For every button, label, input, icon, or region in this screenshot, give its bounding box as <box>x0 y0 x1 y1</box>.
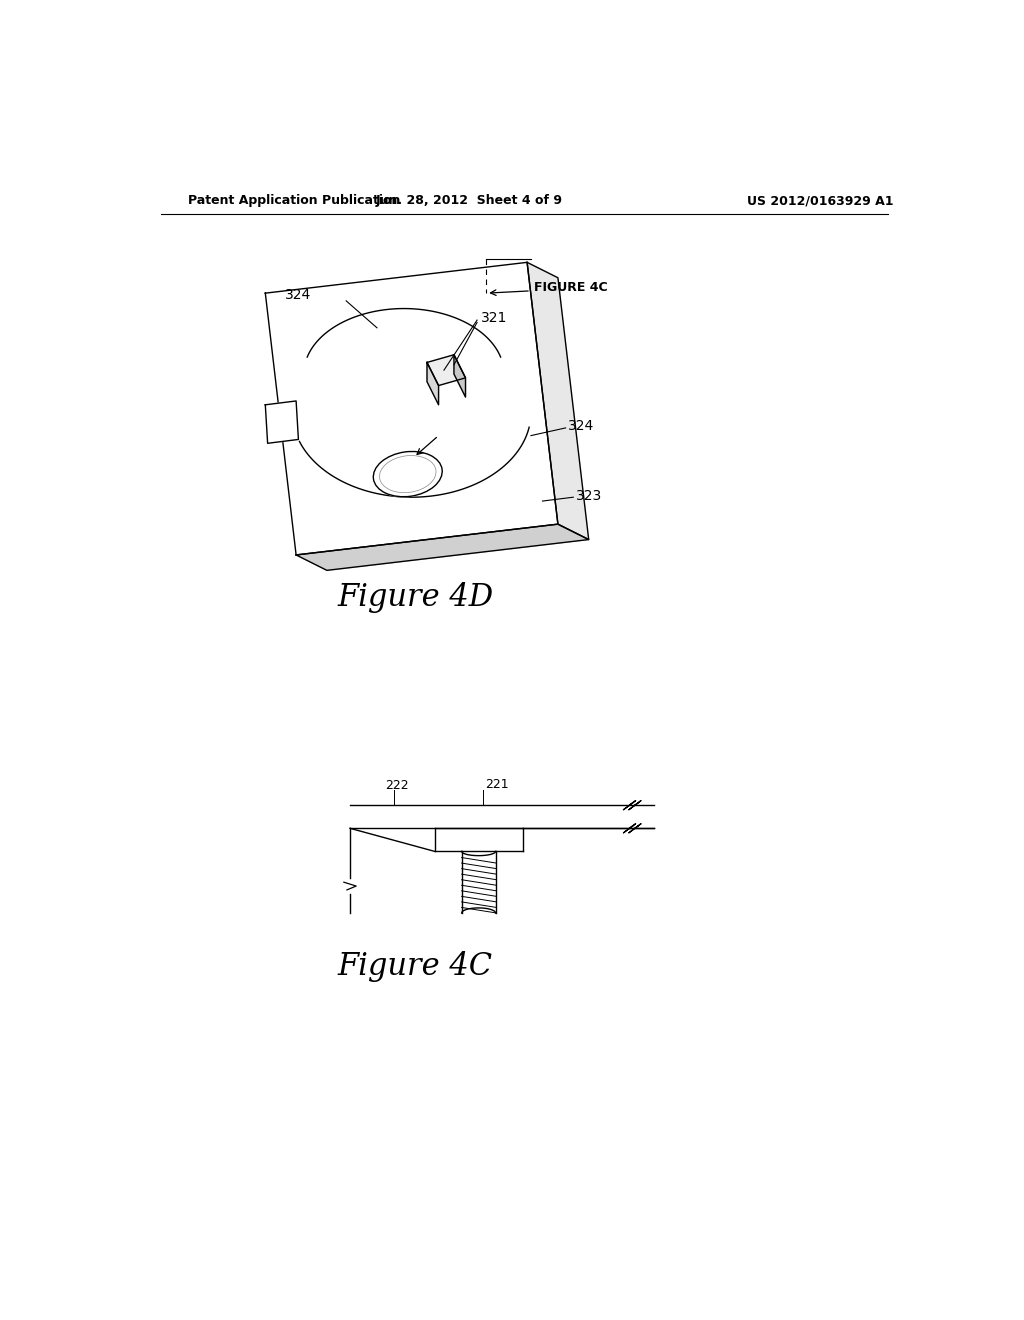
Text: 324: 324 <box>568 420 594 433</box>
Polygon shape <box>265 263 558 554</box>
Polygon shape <box>427 363 438 405</box>
Ellipse shape <box>374 451 442 496</box>
Polygon shape <box>454 355 466 397</box>
Text: 221: 221 <box>484 777 508 791</box>
Text: Figure 4D: Figure 4D <box>337 582 494 612</box>
Polygon shape <box>296 524 589 570</box>
Text: Figure 4C: Figure 4C <box>338 952 493 982</box>
Text: US 2012/0163929 A1: US 2012/0163929 A1 <box>746 194 893 207</box>
Text: FIGURE 4C: FIGURE 4C <box>535 281 607 294</box>
Text: 324: 324 <box>285 289 311 302</box>
Text: 222: 222 <box>385 779 409 792</box>
Text: Jun. 28, 2012  Sheet 4 of 9: Jun. 28, 2012 Sheet 4 of 9 <box>376 194 563 207</box>
Text: 321: 321 <box>481 310 507 325</box>
Polygon shape <box>265 401 298 444</box>
Text: Patent Application Publication: Patent Application Publication <box>188 194 400 207</box>
Polygon shape <box>427 355 466 385</box>
Polygon shape <box>527 263 589 540</box>
Text: 323: 323 <box>575 488 602 503</box>
